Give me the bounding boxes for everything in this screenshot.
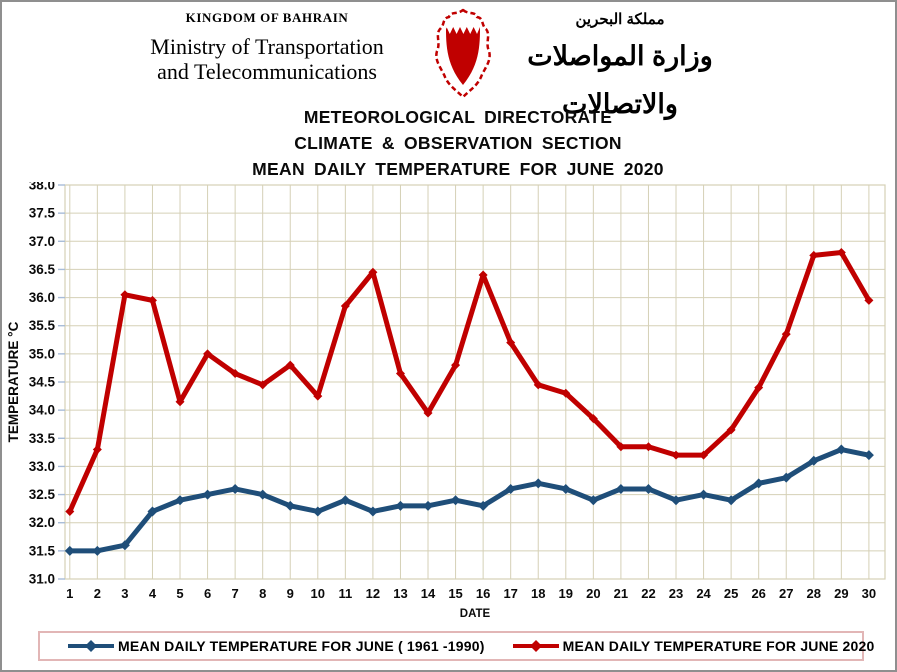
title-section: CLIMATE & OBSERVATION SECTION (294, 133, 622, 153)
svg-text:37.5: 37.5 (29, 206, 56, 221)
legend-label: MEAN DAILY TEMPERATURE FOR JUNE ( 1961 -… (118, 638, 485, 654)
svg-text:4: 4 (149, 586, 157, 601)
svg-text:23: 23 (669, 586, 683, 601)
svg-text:13: 13 (393, 586, 407, 601)
svg-text:30: 30 (862, 586, 876, 601)
svg-text:35.0: 35.0 (29, 346, 55, 361)
svg-text:33.5: 33.5 (29, 431, 56, 446)
svg-text:7: 7 (232, 586, 239, 601)
svg-text:33.0: 33.0 (29, 459, 55, 474)
svg-text:15: 15 (448, 586, 462, 601)
svg-text:31.0: 31.0 (29, 572, 55, 587)
svg-text:16: 16 (476, 586, 490, 601)
svg-text:31.5: 31.5 (29, 543, 56, 558)
svg-text:11: 11 (338, 586, 352, 601)
svg-text:18: 18 (531, 586, 545, 601)
svg-text:5: 5 (176, 586, 183, 601)
arabic-ministry-label: وزارة المواصلات والاتصالات (527, 41, 713, 119)
svg-text:32.5: 32.5 (29, 487, 56, 502)
svg-text:36.0: 36.0 (29, 290, 55, 305)
svg-text:25: 25 (724, 586, 738, 601)
svg-text:27: 27 (779, 586, 793, 601)
svg-text:37.0: 37.0 (29, 234, 55, 249)
x-axis: 1 2 3 4 5 6 7 8 9 10 11 12 13 14 15 16 17 18 19 20 21 22 23 24 2… (6, 321, 876, 620)
header-english: KINGDOM OF BAHRAIN Ministry of Transport… (102, 10, 432, 84)
bahrain-coat-of-arms-icon (435, 8, 491, 99)
gridlines (64, 184, 886, 580)
svg-text:19: 19 (559, 586, 573, 601)
svg-text:9: 9 (287, 586, 294, 601)
title-directorate: METEOROLOGICAL DIRECTORATE (303, 107, 613, 127)
chart-legend: MEAN DAILY TEMPERATURE FOR JUNE ( 1961 -… (38, 631, 874, 661)
title-subject: MEAN DAILY TEMPERATURE FOR JUNE 2020 (252, 159, 664, 179)
series-2020 (65, 248, 874, 516)
legend-label: MEAN DAILY TEMPERATURE FOR JUNE 2020 (562, 638, 875, 654)
svg-text:26: 26 (751, 586, 765, 601)
svg-text:14: 14 (421, 586, 436, 601)
svg-text:34.0: 34.0 (29, 403, 55, 418)
legend-entry: MEAN DAILY TEMPERATURE FOR JUNE ( 1961 -… (66, 638, 485, 654)
legend-entry: MEAN DAILY TEMPERATURE FOR JUNE 2020 (511, 638, 875, 654)
svg-text:2: 2 (94, 586, 101, 601)
svg-text:17: 17 (503, 586, 517, 601)
svg-text:32.0: 32.0 (29, 515, 55, 530)
arabic-kingdom-label: مملكة البحرين (575, 11, 665, 28)
y-axis-title: TEMPERATURE °C (6, 321, 21, 442)
ministry-name-line2: and Telecommunications (157, 59, 377, 84)
svg-text:8: 8 (259, 586, 266, 601)
svg-text:29: 29 (834, 586, 848, 601)
legend-marker-line-icon (68, 640, 114, 652)
series-1961-1990 (64, 444, 874, 556)
svg-text:36.5: 36.5 (29, 262, 56, 277)
chart-title-block: METEOROLOGICAL DIRECTORATE CLIMATE & OBS… (2, 104, 895, 182)
svg-text:35.5: 35.5 (29, 318, 56, 333)
svg-text:1: 1 (66, 586, 73, 601)
svg-text:28: 28 (807, 586, 821, 601)
svg-text:3: 3 (121, 586, 128, 601)
kingdom-of-bahrain-label: KINGDOM OF BAHRAIN (185, 10, 349, 25)
header-arabic: مملكة البحرين وزارة المواصلات والاتصالات (500, 10, 740, 128)
temperature-line-chart: 31.0 31.5 32.0 32.5 33.0 33.5 34.0 34.5 35.0 35.5… (6, 182, 886, 620)
ministry-name-line1: Ministry of Transportation (150, 34, 384, 59)
legend-marker-line-icon (512, 640, 559, 652)
svg-text:20: 20 (586, 586, 600, 601)
svg-text:6: 6 (204, 586, 211, 601)
svg-text:10: 10 (311, 586, 325, 601)
svg-text:24: 24 (696, 586, 711, 601)
svg-text:21: 21 (614, 586, 628, 601)
x-axis-title: DATE (460, 608, 491, 620)
svg-text:34.5: 34.5 (29, 375, 56, 390)
y-axis: 31.0 31.5 32.0 32.5 33.0 33.5 34.0 34.5 35.0 35.5… (29, 182, 65, 587)
svg-text:12: 12 (366, 586, 380, 601)
svg-text:22: 22 (641, 586, 655, 601)
svg-text:38.0: 38.0 (29, 182, 55, 193)
